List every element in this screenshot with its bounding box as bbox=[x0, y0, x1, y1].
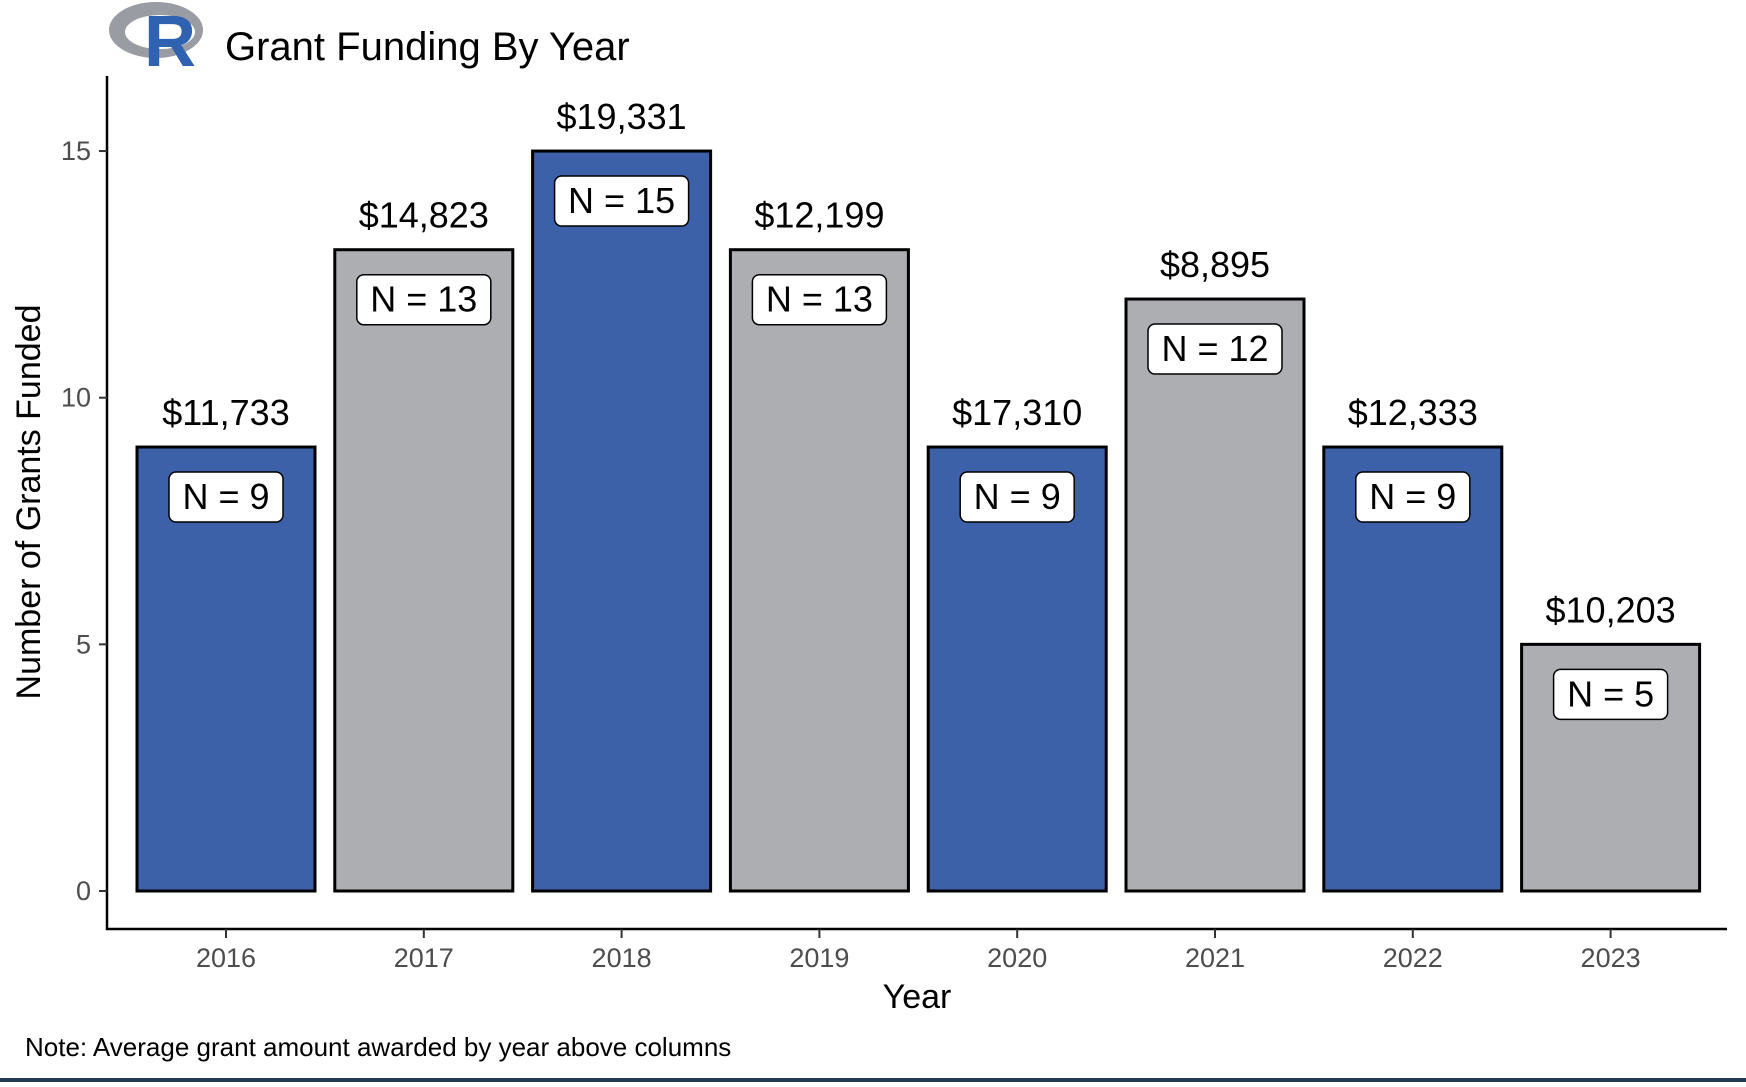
bottom-border-strip bbox=[0, 1078, 1746, 1082]
count-label-box-2018 bbox=[553, 175, 690, 227]
y-axis-ticks: 0 5 10 15 bbox=[61, 136, 107, 906]
x-tick-label-2018: 2018 bbox=[592, 943, 652, 973]
y-tick-label: 0 bbox=[76, 876, 91, 906]
bar-2018 bbox=[531, 149, 713, 893]
r-logo-letter: R bbox=[144, 2, 196, 82]
x-tick-label-2023: 2023 bbox=[1581, 943, 1641, 973]
amount-label-2020: $17,310 bbox=[952, 392, 1082, 433]
count-label-2019: N = 13 bbox=[766, 279, 873, 320]
count-label-box-2020 bbox=[959, 471, 1075, 523]
y-tick-label: 5 bbox=[76, 629, 91, 659]
y-tick-label: 15 bbox=[61, 136, 91, 166]
amount-label-2016: $11,733 bbox=[162, 392, 289, 433]
count-label-2023: N = 5 bbox=[1567, 673, 1654, 714]
count-label-box-2023 bbox=[1552, 668, 1669, 721]
count-label-2020: N = 9 bbox=[974, 476, 1061, 517]
bar-2016 bbox=[135, 445, 317, 893]
x-tick-label-2021: 2021 bbox=[1185, 943, 1245, 973]
x-axis-title: Year bbox=[883, 978, 952, 1016]
count-label-box-2016 bbox=[168, 471, 284, 523]
amount-label-2023: $10,203 bbox=[1546, 589, 1676, 630]
r-logo-icon: R bbox=[109, 2, 203, 82]
chart-note: Note: Average grant amount awarded by ye… bbox=[25, 1032, 731, 1062]
x-tick-label-2022: 2022 bbox=[1383, 943, 1443, 973]
y-axis-title: Number of Grants Funded bbox=[10, 305, 48, 700]
y-tick-label: 10 bbox=[61, 383, 91, 413]
count-label-2016: N = 9 bbox=[182, 476, 269, 517]
count-label-box-2021 bbox=[1147, 323, 1283, 375]
x-axis-ticks: 2016 2017 2018 2019 2020 2021 2022 2023 bbox=[196, 929, 1641, 973]
count-label-2021: N = 12 bbox=[1161, 328, 1268, 369]
chart-title: Grant Funding By Year bbox=[225, 25, 630, 69]
x-tick-label-2020: 2020 bbox=[987, 943, 1047, 973]
r-logo-ring-hole bbox=[125, 15, 195, 49]
count-label-2022: N = 9 bbox=[1369, 476, 1456, 517]
amount-label-2021: $8,895 bbox=[1160, 244, 1270, 285]
amount-label-2019: $12,199 bbox=[754, 195, 884, 236]
count-label-2018: N = 15 bbox=[568, 180, 675, 221]
bar-2019 bbox=[728, 248, 910, 893]
bar-2021 bbox=[1124, 297, 1306, 893]
bar-2017 bbox=[333, 248, 515, 893]
x-tick-label-2019: 2019 bbox=[789, 943, 849, 973]
count-label-2017: N = 13 bbox=[370, 279, 477, 320]
x-tick-label-2017: 2017 bbox=[394, 943, 454, 973]
bars-group: $11,733 N = 9 $14,823 N = 13 $19,331 N = 15 $1… bbox=[135, 96, 1702, 893]
count-label-box-2019 bbox=[751, 273, 888, 326]
amount-label-2017: $14,823 bbox=[359, 195, 489, 236]
amount-label-2022: $12,333 bbox=[1348, 392, 1478, 433]
x-tick-label-2016: 2016 bbox=[196, 943, 256, 973]
amount-label-2018: $19,331 bbox=[557, 96, 687, 137]
count-label-box-2017 bbox=[356, 273, 492, 326]
count-label-box-2022 bbox=[1355, 471, 1471, 523]
